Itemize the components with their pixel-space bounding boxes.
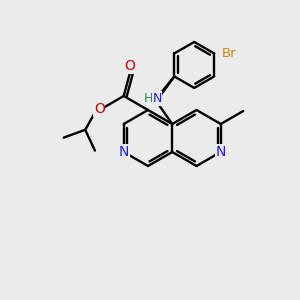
Text: Br: Br [222, 47, 237, 60]
Text: N: N [152, 92, 162, 105]
Text: O: O [124, 59, 135, 73]
Text: O: O [94, 102, 105, 116]
Text: N: N [216, 145, 226, 159]
Text: H: H [143, 92, 153, 105]
Text: N: N [118, 145, 129, 159]
